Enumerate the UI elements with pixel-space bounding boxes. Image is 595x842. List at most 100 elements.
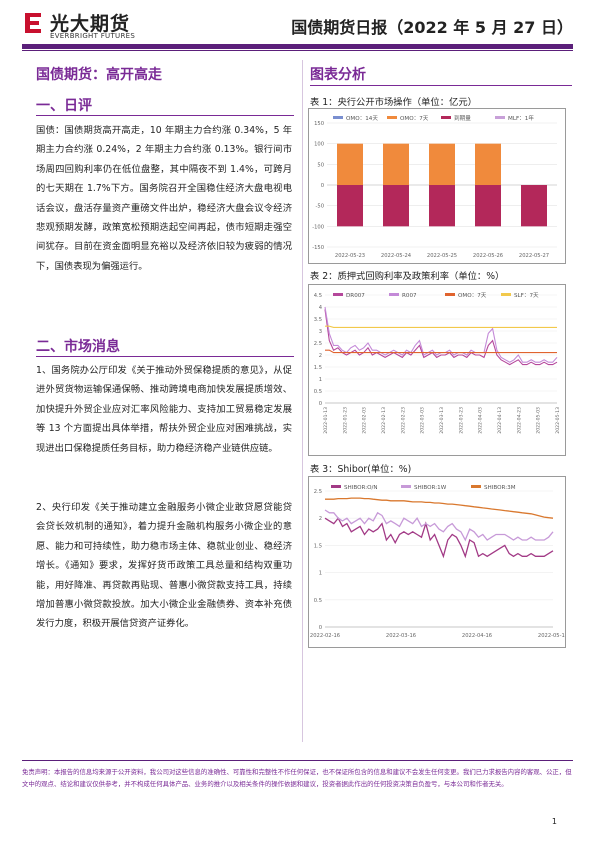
x-tick-label: 2022-05-26	[473, 253, 503, 259]
x-tick-label: 2022-05-27	[519, 253, 549, 259]
legend-label: SLF：7天	[514, 292, 539, 299]
legend-label: OMO：14天	[346, 115, 378, 122]
x-tick-label: 2022-03-03	[420, 407, 426, 434]
chart2-title: 表 2：质押式回购利率及政策利率（单位：%）	[310, 271, 505, 282]
x-tick-label: 2022-02-13	[381, 407, 387, 434]
series-line	[324, 309, 558, 366]
y-tick-label: 1.5	[314, 543, 322, 549]
chart3-frame: 2.5 2 1.5 1 0.5 0 2022-02-16 2022-03-16 2022-04-…	[308, 476, 568, 648]
report-title: 国债期货日报（2022 年 5 月 27 日）	[291, 18, 573, 37]
main-title: 国债期货：高开高走	[36, 67, 162, 83]
brand-name-cn: 光大期货	[50, 13, 131, 35]
legend-label: OMO：7天	[400, 115, 429, 122]
y-tick-label: 3	[319, 329, 322, 335]
y-tick-label: -150	[312, 245, 324, 251]
y-tick-label: 3.5	[314, 317, 322, 323]
x-tick-label: 2022-05-03	[536, 407, 542, 434]
column-divider	[302, 60, 303, 742]
series-line	[324, 517, 554, 559]
x-tick-label: 2022-02-03	[362, 407, 368, 434]
x-tick-label: 2022-05-16	[538, 633, 565, 639]
y-tick-label: 0	[319, 401, 322, 407]
legend-swatch	[495, 116, 505, 119]
legend-swatch	[401, 485, 411, 488]
bar	[521, 185, 547, 227]
footer-rule	[22, 760, 573, 761]
page-number: 1	[551, 817, 557, 826]
bar	[383, 185, 409, 227]
section-underline	[36, 115, 294, 116]
x-tick-label: 2022-05-13	[555, 407, 561, 434]
header-rule	[22, 44, 573, 49]
y-tick-label: 100	[314, 142, 324, 148]
section-heading-market-news: 二、市场消息	[36, 339, 120, 355]
legend-swatch	[333, 116, 343, 119]
legend-swatch	[445, 293, 455, 296]
x-tick-label: 2022-05-23	[335, 253, 365, 259]
y-tick-label: 2.5	[314, 341, 322, 347]
y-tick-label: 0.5	[314, 389, 322, 395]
bar	[475, 143, 501, 185]
legend-label: SHIBOR:1W	[414, 485, 447, 491]
legend-swatch	[331, 485, 341, 488]
legend-label: R007	[402, 293, 417, 299]
series-line	[324, 509, 554, 542]
section-heading-daily-review: 一、日评	[36, 98, 92, 114]
y-tick-label: 150	[314, 121, 324, 127]
series-line	[324, 306, 558, 363]
series-line	[325, 325, 557, 328]
legend-swatch	[471, 485, 481, 488]
x-tick-label: 2022-05-24	[381, 253, 412, 259]
x-tick-label: 2022-03-23	[458, 407, 464, 434]
brand-logo: 光大期货 EVERBRIGHT FUTURES	[22, 8, 172, 44]
y-tick-label: 0.5	[314, 598, 322, 604]
chart3-shibor: 2.5 2 1.5 1 0.5 0 2022-02-16 2022-03-16 2022-04-…	[310, 485, 568, 639]
daily-review-paragraph: 国债：国债期货高开高走，10 年期主力合约涨 0.34%，5 年期主力合约涨 0…	[36, 125, 292, 272]
news-paragraph-1: 1、国务院办公厅印发《关于推动外贸保稳提质的意见》，从促进外贸货物运输保通保畅、…	[36, 365, 292, 454]
news-paragraph-2: 2、央行印发《关于推动建立金融服务小微企业敢贷愿贷能贷会贷长效机制的通知》，着力…	[36, 502, 292, 630]
chart3-title: 表 3：Shibor(单位：%)	[310, 464, 412, 475]
legend-swatch	[389, 293, 399, 296]
x-tick-label: 2022-04-16	[462, 633, 492, 639]
series-line	[325, 349, 557, 354]
bar	[383, 143, 409, 185]
bar	[475, 185, 501, 227]
bar	[429, 143, 455, 185]
legend-swatch	[501, 293, 511, 296]
legend-label: SHIBOR:3M	[484, 485, 516, 491]
bar	[337, 143, 363, 185]
x-tick-label: 2022-03-16	[386, 633, 416, 639]
y-tick-label: -50	[316, 204, 324, 210]
y-tick-label: 0	[319, 625, 322, 631]
disclaimer: 免责声明：本报告的信息均来源于公开资料，我公司对这些信息的准确性、可靠性和完整性…	[22, 768, 572, 788]
legend-label: DR007	[346, 293, 365, 299]
y-tick-label: 1.5	[314, 365, 322, 371]
y-tick-label: 1	[319, 571, 322, 577]
x-tick-label: 2022-03-13	[439, 407, 445, 434]
bar	[337, 185, 363, 227]
legend-label: SHIBOR:O/N	[344, 485, 378, 491]
legend-label: OMO：7天	[458, 292, 487, 299]
x-tick-label: 2022-01-23	[342, 407, 348, 434]
section-underline	[310, 85, 572, 86]
chart1-frame: 150 100 50 0 -50 -100 -150 2022-05-23 2022-05-24…	[308, 108, 566, 264]
y-tick-label: 0	[321, 183, 324, 189]
logo-mark-icon	[22, 10, 44, 36]
chart1-title: 表 1：央行公开市场操作（单位：亿元）	[310, 97, 477, 108]
legend-label: MLF：1年	[508, 114, 534, 122]
y-tick-label: 2.5	[314, 489, 322, 495]
chart-section-heading: 图表分析	[310, 67, 366, 83]
x-tick-label: 2022-02-23	[400, 407, 406, 434]
y-tick-label: 2	[319, 353, 322, 359]
x-tick-label: 2022-05-25	[427, 253, 457, 259]
y-tick-label: 4.5	[314, 293, 322, 299]
bar	[429, 185, 455, 227]
header-rule-thin	[22, 50, 573, 51]
legend-label: 到期量	[454, 115, 471, 122]
y-tick-label: 2	[319, 516, 322, 522]
x-tick-label: 2022-01-13	[323, 407, 329, 434]
chart2-frame: 4.5 4 3.5 3 2.5 2 1.5 1 0.5 0 2022-01-13 2022-01-23…	[308, 284, 566, 456]
y-tick-label: 1	[319, 377, 322, 383]
y-tick-label: 50	[317, 162, 324, 168]
